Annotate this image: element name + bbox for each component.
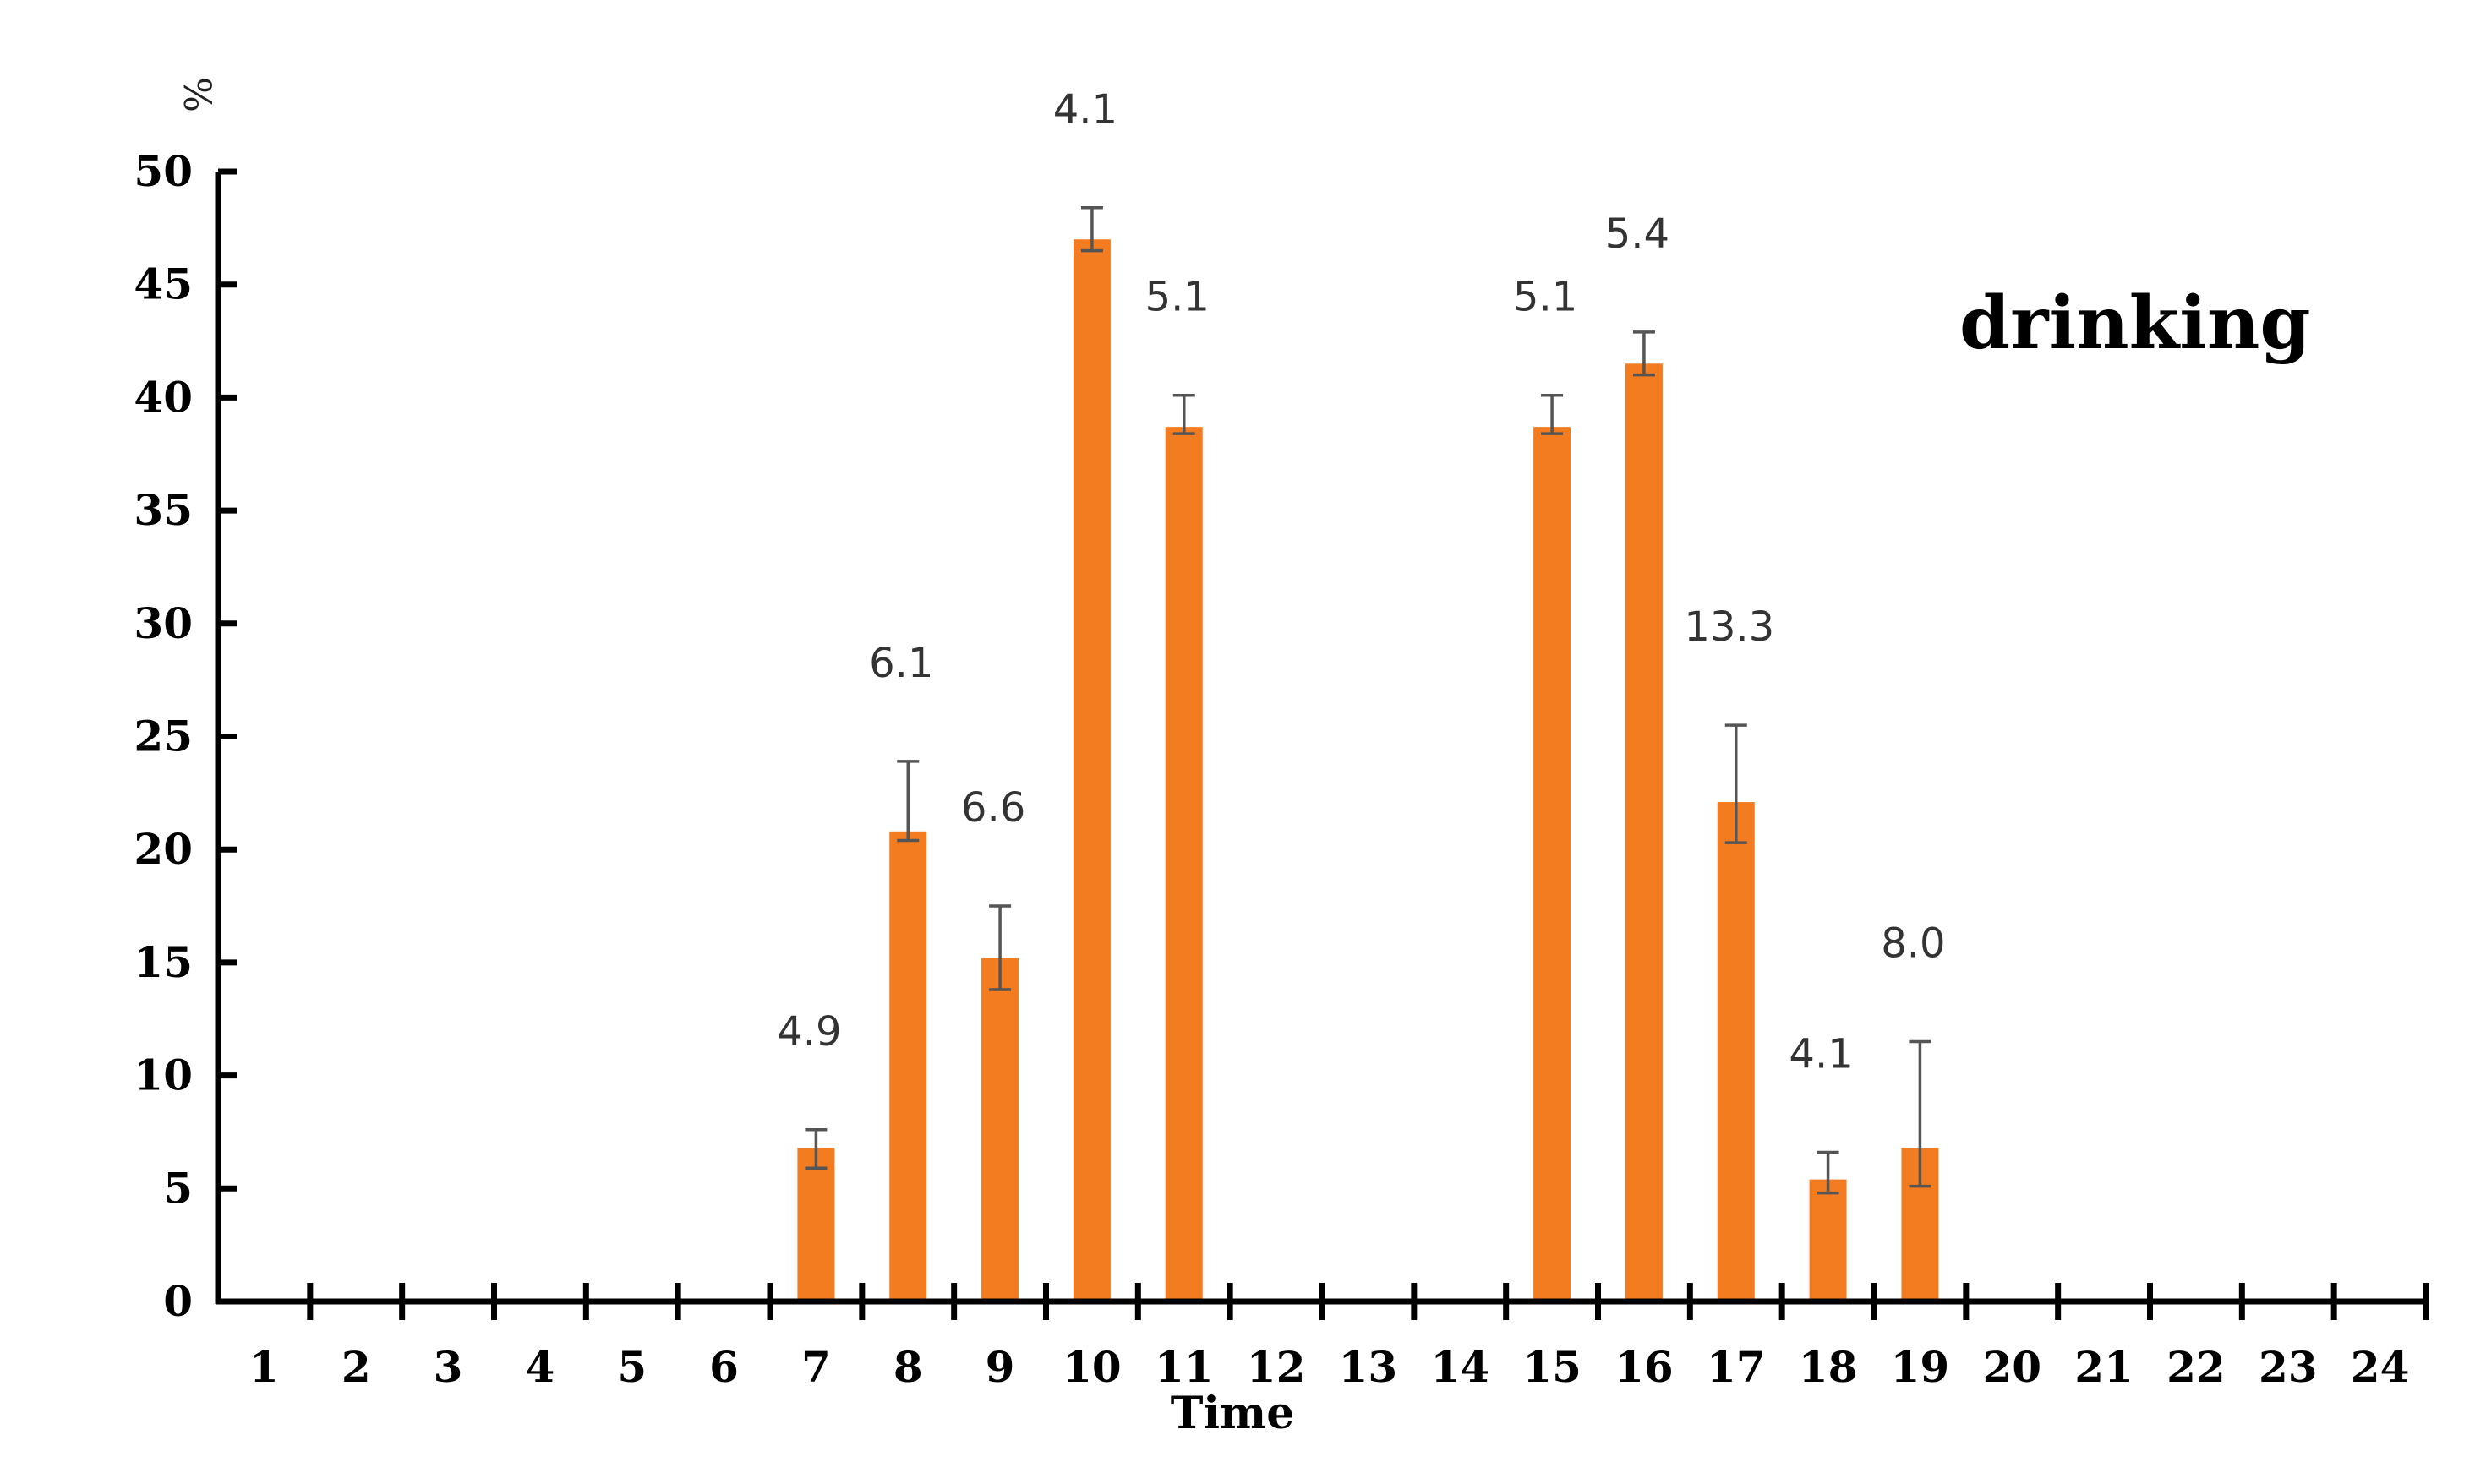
bar-18: [1809, 1179, 1847, 1301]
bar-11: [1165, 427, 1203, 1301]
bars-layer: [797, 239, 1939, 1302]
data-label-9: 6.6: [961, 784, 1025, 832]
x-tick-label: 18: [1799, 1342, 1858, 1392]
data-label-16: 5.4: [1605, 210, 1669, 258]
x-tick-label: 8: [893, 1342, 923, 1392]
y-tick-label: 20: [134, 824, 193, 874]
bar-10: [1073, 239, 1111, 1302]
y-ticks-layer: 0 5 10 15 20 25 30 35 40 45 50: [134, 146, 237, 1326]
data-label-19: 8.0: [1881, 919, 1945, 967]
y-tick-label: 25: [134, 712, 193, 761]
y-tick-label: 40: [134, 372, 193, 422]
error-bar-11: [1172, 393, 1195, 435]
chart-annotation-drinking: drinking: [1959, 281, 2311, 366]
bar-16: [1625, 363, 1663, 1301]
y-axis-unit-label: %: [175, 77, 218, 112]
y-tick-label: 15: [134, 937, 193, 987]
bar-7: [797, 1148, 835, 1301]
error-bar-15: [1541, 393, 1564, 435]
error-bar-8: [897, 760, 920, 843]
data-label-15: 5.1: [1513, 274, 1577, 321]
x-tick-label: 3: [434, 1342, 463, 1392]
x-tick-label: 4: [526, 1342, 555, 1392]
bar-17: [1717, 802, 1755, 1301]
y-tick-label: 30: [134, 598, 193, 648]
bar-8: [889, 831, 927, 1301]
x-tick-label: 19: [1891, 1342, 1950, 1392]
x-tick-label: 24: [2351, 1342, 2410, 1392]
error-bar-16: [1632, 330, 1655, 377]
x-tick-label: 5: [617, 1342, 647, 1392]
x-tick-label: 6: [709, 1342, 739, 1392]
x-tick-label: 9: [986, 1342, 1015, 1392]
error-bar-9: [989, 904, 1012, 991]
y-tick-label: 5: [163, 1163, 193, 1213]
x-tick-label: 22: [2166, 1342, 2226, 1392]
data-label-8: 6.1: [869, 640, 933, 687]
y-tick-label: 35: [134, 485, 193, 535]
x-tick-label: 21: [2074, 1342, 2134, 1392]
x-tick-label: 7: [801, 1342, 831, 1392]
data-label-18: 4.1: [1789, 1031, 1853, 1078]
x-tick-label: 11: [1155, 1342, 1214, 1392]
x-tick-label: 16: [1614, 1342, 1674, 1392]
x-tick-label: 20: [1982, 1342, 2041, 1392]
data-label-11: 5.1: [1145, 274, 1210, 321]
bar-9: [981, 958, 1019, 1301]
y-tick-label: 0: [163, 1276, 193, 1326]
y-tick-label: 45: [134, 259, 193, 309]
x-ticks-layer: 1 2 3 4 5 6 7 8 9 10 11 12 13 14 15 16 17 18 19 20 21 22 23 24: [249, 1283, 2429, 1392]
x-tick-label: 12: [1247, 1342, 1306, 1392]
bar-15: [1533, 427, 1571, 1301]
data-label-7: 4.9: [777, 1008, 841, 1056]
error-bar-19: [1909, 1039, 1931, 1188]
y-tick-label: 10: [134, 1050, 193, 1100]
x-tick-label: 14: [1430, 1342, 1489, 1392]
error-bar-17: [1724, 723, 1747, 844]
y-tick-label: 50: [134, 146, 193, 196]
x-tick-label: 23: [2259, 1342, 2318, 1392]
x-tick-label: 2: [341, 1342, 371, 1392]
data-label-17: 13.3: [1684, 603, 1774, 651]
x-axis-title: Time: [1171, 1388, 1295, 1439]
error-bar-18: [1817, 1150, 1839, 1195]
data-label-10: 4.1: [1053, 86, 1117, 134]
x-tick-label: 13: [1339, 1342, 1398, 1392]
error-bars-layer: [805, 206, 1931, 1195]
error-bar-10: [1080, 206, 1103, 253]
x-tick-label: 15: [1522, 1342, 1582, 1392]
x-tick-label: 17: [1707, 1342, 1766, 1392]
error-bar-7: [805, 1128, 828, 1170]
x-tick-label: 10: [1063, 1342, 1122, 1392]
data-labels-layer: 4.9 6.1 6.6 4.1 5.1 5.1 5.4 13.3 4.1 8.0: [777, 86, 1945, 1078]
x-tick-label: 1: [249, 1342, 279, 1392]
